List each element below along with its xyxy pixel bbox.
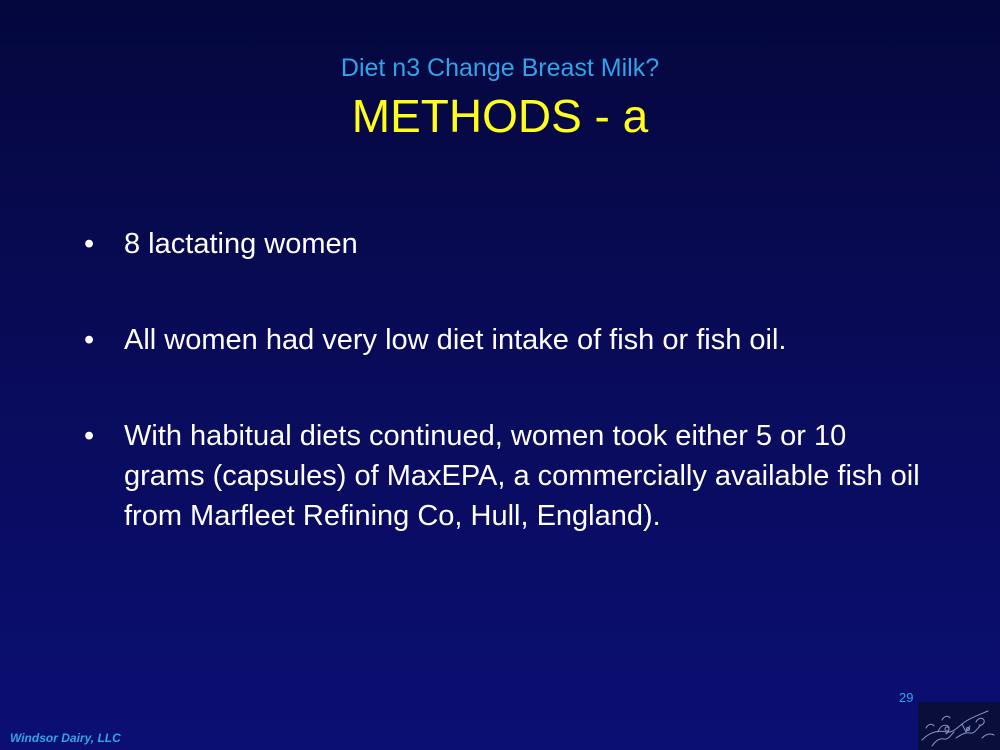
- bullet-marker: •: [84, 324, 95, 356]
- bullet-item: • All women had very low diet intake of …: [84, 320, 924, 360]
- page-number: 29: [899, 690, 914, 705]
- slide-subtitle: Diet n3 Change Breast Milk?: [340, 54, 660, 82]
- bullet-marker: •: [84, 420, 95, 452]
- bullet-item: • With habitual diets continued, women t…: [84, 416, 924, 536]
- bullet-text: With habitual diets continued, women too…: [124, 420, 920, 532]
- bullet-list: • 8 lactating women • All women had very…: [84, 224, 924, 536]
- bullet-text: 8 lactating women: [124, 228, 358, 260]
- bullet-marker: •: [84, 228, 95, 260]
- footer-company-name: Windsor Dairy, LLC: [10, 731, 121, 745]
- slide-title: METHODS - a: [351, 90, 649, 142]
- bullet-text: All women had very low diet intake of fi…: [124, 324, 787, 356]
- sketch-logo-icon: [918, 702, 1000, 750]
- bullet-item: • 8 lactating women: [84, 224, 924, 264]
